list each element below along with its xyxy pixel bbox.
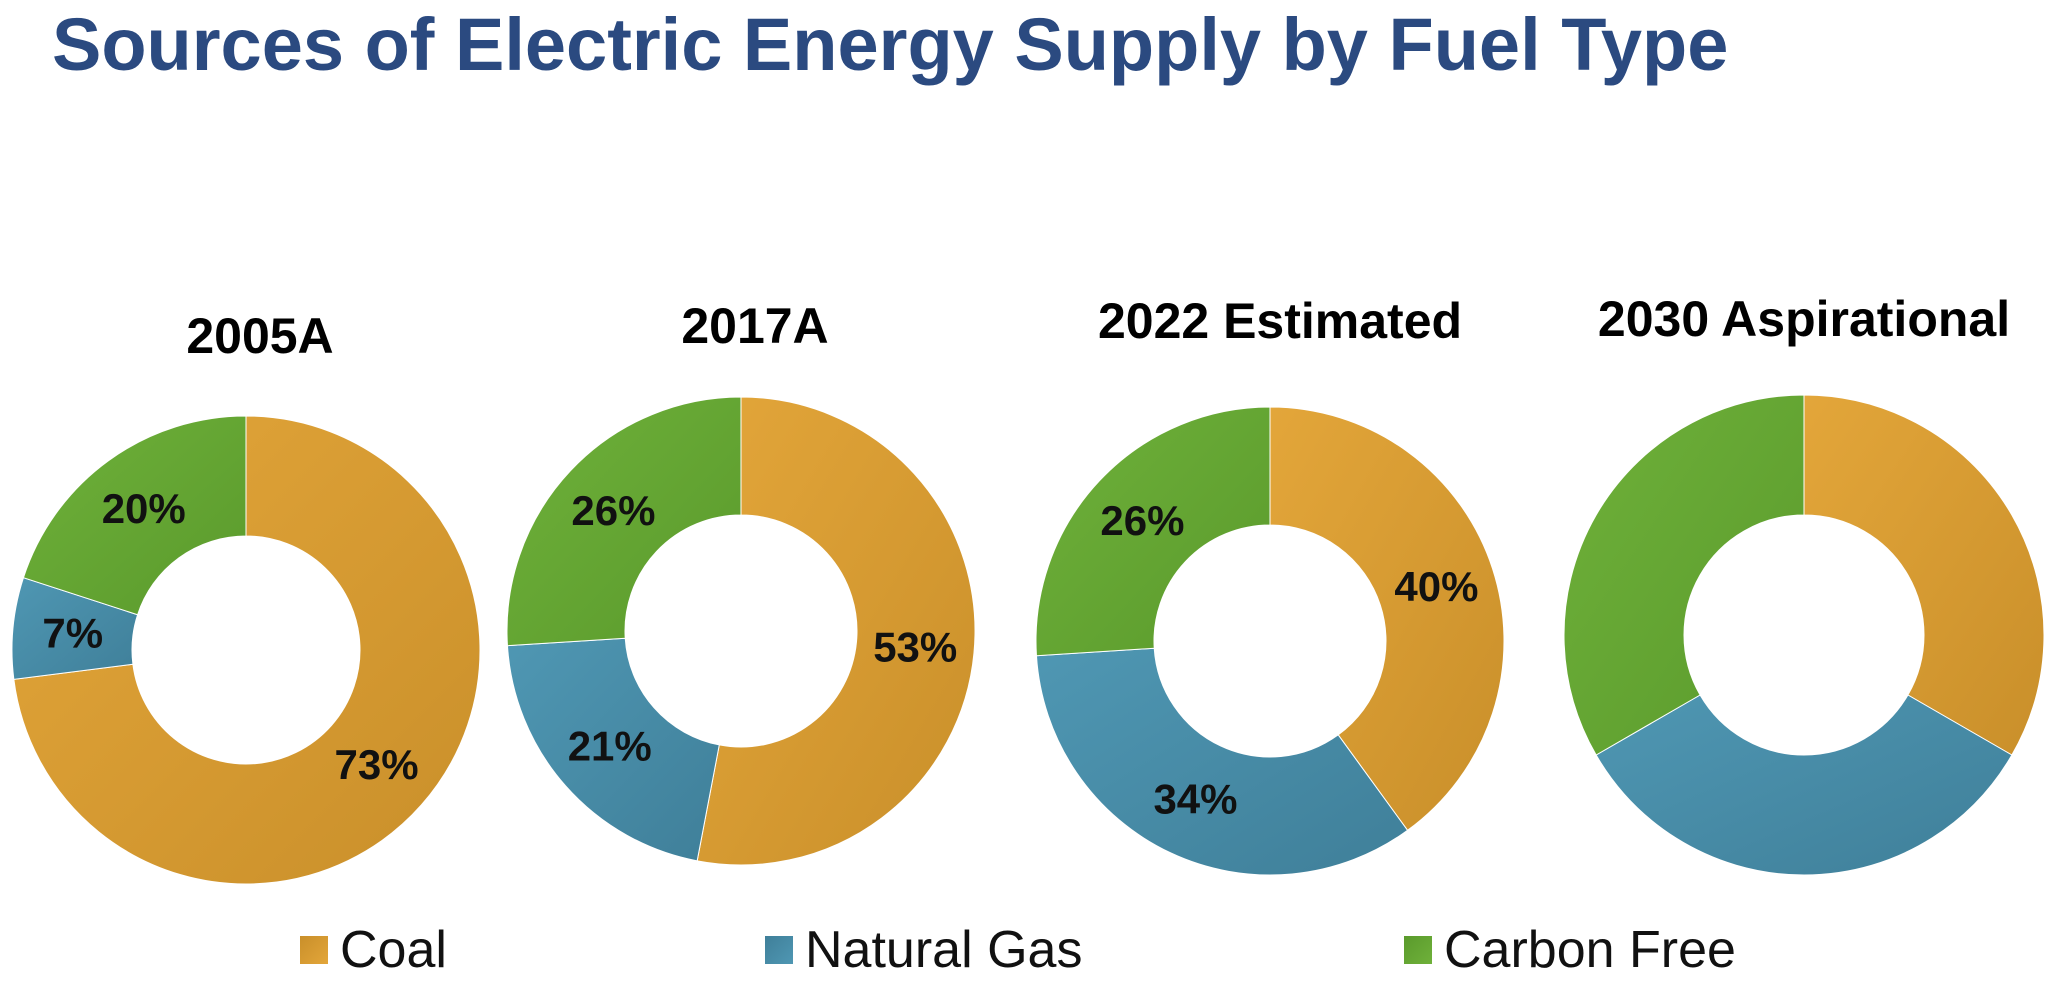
chart-title: 2022 Estimated [1098, 293, 1462, 349]
data-label-natural-gas: 34% [1153, 775, 1237, 822]
donut-slice-carbon-free [1563, 394, 1805, 756]
data-label-carbon-free: 20% [102, 485, 186, 532]
chart-title: 2017A [681, 298, 828, 354]
data-label-carbon-free: 26% [571, 487, 655, 534]
legend-item-coal: Coal [300, 920, 447, 980]
legend-item-natural-gas: Natural Gas [765, 920, 1082, 980]
donut-chart-4: 2030 Aspirational [1563, 291, 2045, 876]
data-label-carbon-free: 26% [1100, 497, 1184, 544]
donut-slice-coal [696, 396, 976, 866]
page-title: Sources of Electric Energy Supply by Fue… [52, 3, 1729, 86]
donut-slice-carbon-free [22, 415, 247, 616]
legend-item-carbon-free: Carbon Free [1404, 920, 1736, 980]
legend-swatch-coal [300, 936, 328, 964]
data-label-natural-gas: 21% [568, 723, 652, 770]
donut-slice-coal [1803, 394, 2045, 756]
donut-slice-carbon-free [1035, 406, 1271, 657]
donut-chart-1: 2005A 73% 7% 20% [11, 308, 481, 885]
data-label-natural-gas: 7% [42, 610, 103, 657]
donut-chart-2: 2017A 53% 21% 26% [506, 298, 976, 866]
data-label-coal: 40% [1394, 563, 1478, 610]
legend-label-coal: Coal [340, 921, 447, 979]
chart-title: 2030 Aspirational [1598, 291, 2010, 347]
donut-slice-coal [1269, 406, 1505, 832]
donut-slice-natural-gas [1035, 647, 1409, 876]
donut-chart-3: 2022 Estimated 40% 34% 26% [1035, 293, 1505, 876]
data-label-coal: 73% [334, 741, 418, 788]
chart-title: 2005A [186, 308, 333, 364]
data-label-coal: 53% [873, 623, 957, 670]
donut-slice-coal [13, 415, 481, 885]
legend-swatch-natural-gas [765, 936, 793, 964]
legend-label-carbon-free: Carbon Free [1444, 921, 1736, 979]
donut-slice-natural-gas [506, 637, 720, 862]
legend-label-natural-gas: Natural Gas [805, 921, 1083, 979]
donut-slice-natural-gas [1595, 694, 2013, 876]
donut-slice-carbon-free [506, 396, 742, 647]
legend-swatch-carbon-free [1404, 936, 1432, 964]
